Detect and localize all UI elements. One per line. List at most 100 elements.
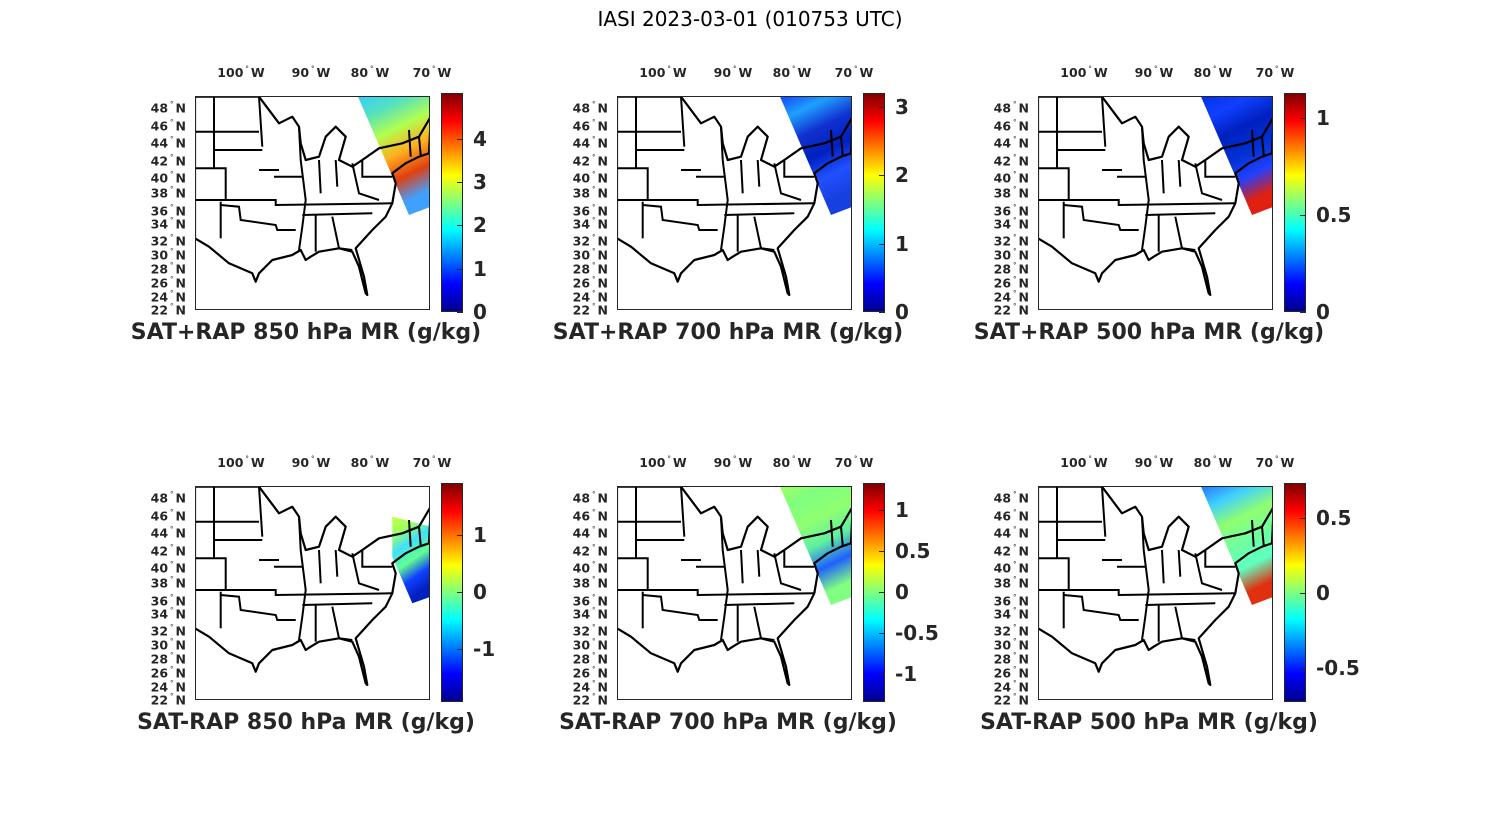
colorbar-tick-label: 1 (473, 522, 487, 547)
panel-title: SAT+RAP 500 hPa MR (g/kg) (973, 320, 1325, 345)
lat-tick-label: 38 ° N (993, 185, 1029, 201)
us-outline (617, 96, 852, 297)
state-boundary (1141, 516, 1150, 641)
lat-tick-label: 28 ° N (993, 651, 1029, 667)
lat-tick-label: 32 ° N (150, 233, 186, 249)
colorbar-tick (457, 268, 463, 270)
lat-tick-label: 34 ° N (993, 606, 1029, 622)
lon-tick-label: 100 ° W (639, 65, 687, 80)
lat-tick-label: 30 ° N (572, 247, 608, 263)
state-boundary (830, 519, 834, 547)
lat-tick-label: 28 ° N (150, 261, 186, 277)
state-boundary (298, 126, 307, 251)
state-boundary (258, 96, 264, 147)
lat-tick-label: 42 ° N (993, 543, 1029, 559)
lon-tick-label: 90 ° W (291, 455, 331, 470)
map-axes (1038, 486, 1273, 700)
state-boundary (1038, 557, 1070, 590)
state-boundary (617, 557, 649, 590)
state-boundary (753, 216, 775, 251)
colorbar (441, 93, 463, 312)
satellite-swath (1200, 96, 1273, 215)
axes-frame (1038, 96, 1273, 310)
axes-frame (617, 96, 852, 310)
colorbar-tick (457, 591, 463, 593)
state-boundary (1261, 526, 1265, 546)
axes-frame (617, 486, 852, 700)
lon-tick-label: 70 ° W (834, 65, 874, 80)
axes-frame (195, 96, 430, 310)
lat-tick-label: 48 ° N (150, 490, 186, 506)
state-boundary (1204, 160, 1236, 178)
lon-tick-label: 80 ° W (1193, 455, 1233, 470)
lat-tick-label: 34 ° N (150, 606, 186, 622)
state-boundary (773, 553, 802, 591)
state-boundary (1161, 159, 1165, 194)
state-boundary (318, 549, 322, 584)
lon-tick-label: 100 ° W (1060, 455, 1108, 470)
state-boundary (1063, 594, 1139, 621)
lon-tick-label: 80 ° W (1193, 65, 1233, 80)
lat-tick-label: 48 ° N (572, 100, 608, 116)
lat-tick-label: 46 ° N (572, 118, 608, 134)
colorbar-tick (879, 633, 885, 635)
colorbar-tick-label: 0 (1316, 300, 1330, 324)
lon-tick-label: 80 ° W (350, 455, 390, 470)
lat-tick-label: 26 ° N (993, 275, 1029, 291)
lat-tick-label: 24 ° N (150, 679, 186, 695)
lat-tick-label: 34 ° N (572, 216, 608, 232)
us-outline (1038, 96, 1273, 297)
map-panel: 100 ° W 90 ° W 80 ° W 70 ° W 48 ° N 46 ° N 44 ° N 42 ° N 40 ° N 38 °… (542, 60, 962, 360)
lat-tick-label: 22 ° N (572, 302, 608, 318)
lon-tick-label: 90 ° W (713, 455, 753, 470)
lat-tick-label: 40 ° N (572, 560, 608, 576)
state-boundary (1101, 96, 1107, 147)
state-boundary (195, 167, 227, 200)
lon-tick-label: 100 ° W (217, 455, 265, 470)
colorbar-tick-label: 1 (473, 256, 487, 281)
lat-tick-label: 46 ° N (572, 508, 608, 524)
lat-tick-label: 28 ° N (572, 261, 608, 277)
colorbar-tick-label: 0 (1316, 580, 1330, 605)
state-boundary (642, 204, 718, 231)
state-boundary (783, 550, 815, 568)
colorbar-tick (879, 312, 885, 313)
colorbar-tick (457, 534, 463, 536)
state-boundary (1141, 126, 1150, 251)
map-panel: 100 ° W 90 ° W 80 ° W 70 ° W 48 ° N 46 ° N 44 ° N 42 ° N 40 ° N 38 °… (120, 450, 540, 750)
colorbar-tick-label: 1 (895, 498, 909, 523)
lat-tick-label: 44 ° N (150, 135, 186, 151)
colorbar-tick-label: -0.5 (895, 621, 939, 646)
state-boundary (756, 549, 761, 577)
colorbar-tick-label: 3 (895, 94, 909, 119)
lon-tick-label: 80 ° W (772, 455, 812, 470)
state-boundary (1174, 606, 1196, 641)
colorbar-tick-label: 0 (895, 580, 909, 605)
lat-tick-label: 34 ° N (993, 216, 1029, 232)
lat-tick-label: 36 ° N (993, 203, 1029, 219)
colorbar-tick (457, 648, 463, 650)
lat-tick-label: 42 ° N (572, 153, 608, 169)
map-panel: 100 ° W 90 ° W 80 ° W 70 ° W 48 ° N 46 ° N 44 ° N 42 ° N 40 ° N 38 °… (542, 450, 962, 750)
state-boundary (195, 199, 393, 207)
lat-tick-label: 22 ° N (993, 692, 1029, 708)
state-boundary (408, 519, 412, 547)
colorbar-tick (879, 243, 885, 245)
panel-title: SAT-RAP 850 hPa MR (g/kg) (137, 710, 475, 735)
lon-tick-label: 70 ° W (412, 65, 452, 80)
lat-tick-label: 22 ° N (150, 302, 186, 318)
state-boundary (830, 129, 834, 157)
map-panel: 100 ° W 90 ° W 80 ° W 70 ° W 48 ° N 46 ° N 44 ° N 42 ° N 40 ° N 38 °… (963, 60, 1383, 360)
map-panel: 100 ° W 90 ° W 80 ° W 70 ° W 48 ° N 46 ° N 44 ° N 42 ° N 40 ° N 38 °… (120, 60, 540, 360)
state-boundary (1261, 136, 1265, 156)
lon-tick-label: 100 ° W (1060, 65, 1108, 80)
lat-tick-label: 48 ° N (150, 100, 186, 116)
lat-tick-label: 22 ° N (993, 302, 1029, 318)
lon-tick-label: 100 ° W (639, 455, 687, 470)
figure-title: IASI 2023-03-01 (010753 UTC) (597, 7, 903, 31)
lat-tick-label: 26 ° N (572, 665, 608, 681)
lat-tick-label: 30 ° N (993, 637, 1029, 653)
state-boundary (298, 516, 307, 641)
state-boundary (740, 159, 744, 194)
state-boundary (334, 159, 339, 187)
